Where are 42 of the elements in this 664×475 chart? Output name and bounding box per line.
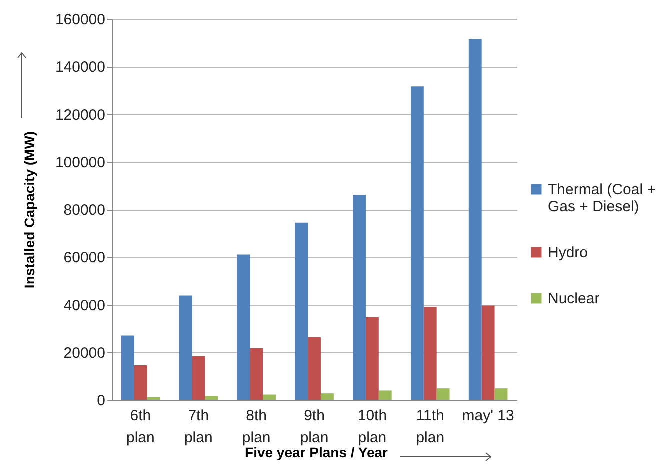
bar — [121, 336, 134, 400]
x-tick-label: 8th plan — [242, 408, 271, 446]
legend-label: Thermal (Coal + Gas + Diesel) — [548, 182, 656, 216]
y-tick-label: 100000 — [55, 154, 106, 172]
bar — [192, 356, 206, 400]
bar — [468, 39, 482, 400]
bar — [295, 222, 308, 400]
x-axis-title: Five year Plans / Year — [245, 444, 389, 460]
y-tick-label: 80000 — [64, 202, 106, 219]
y-axis-title: Installed Capacity (MW) — [21, 131, 38, 289]
bar — [353, 195, 366, 400]
y-tick-label: 20000 — [64, 344, 106, 362]
bar — [134, 365, 148, 400]
bar — [424, 307, 437, 400]
bar — [250, 348, 264, 400]
bar — [378, 390, 392, 400]
bar — [436, 388, 450, 400]
bar — [366, 317, 379, 400]
legend-label: Hydro — [548, 244, 588, 262]
bar — [308, 337, 321, 400]
x-tick-label: 9th plan — [300, 408, 329, 446]
y-tick-label: 40000 — [64, 297, 106, 314]
bar — [320, 394, 334, 400]
y-tick-label: 160000 — [55, 12, 106, 28]
bar — [410, 86, 424, 400]
x-tick-label: 6th plan — [126, 408, 155, 446]
x-tick-label: 11th plan — [416, 408, 445, 446]
bar — [179, 296, 192, 400]
y-tick-label: 120000 — [55, 106, 106, 124]
x-tick-label: may' 13 — [462, 408, 514, 424]
bar — [263, 394, 276, 400]
y-tick-label: 140000 — [55, 59, 106, 76]
bar — [494, 388, 508, 400]
y-tick-label: 0 — [97, 392, 106, 410]
bar — [147, 397, 160, 400]
y-tick-label: 60000 — [64, 250, 106, 267]
bar — [482, 306, 495, 400]
legend-label: Nuclear — [548, 290, 600, 308]
x-tick-label: 10th plan — [358, 408, 388, 446]
bar — [205, 396, 218, 400]
x-tick-label: 7th plan — [184, 408, 213, 446]
bar — [237, 254, 250, 400]
